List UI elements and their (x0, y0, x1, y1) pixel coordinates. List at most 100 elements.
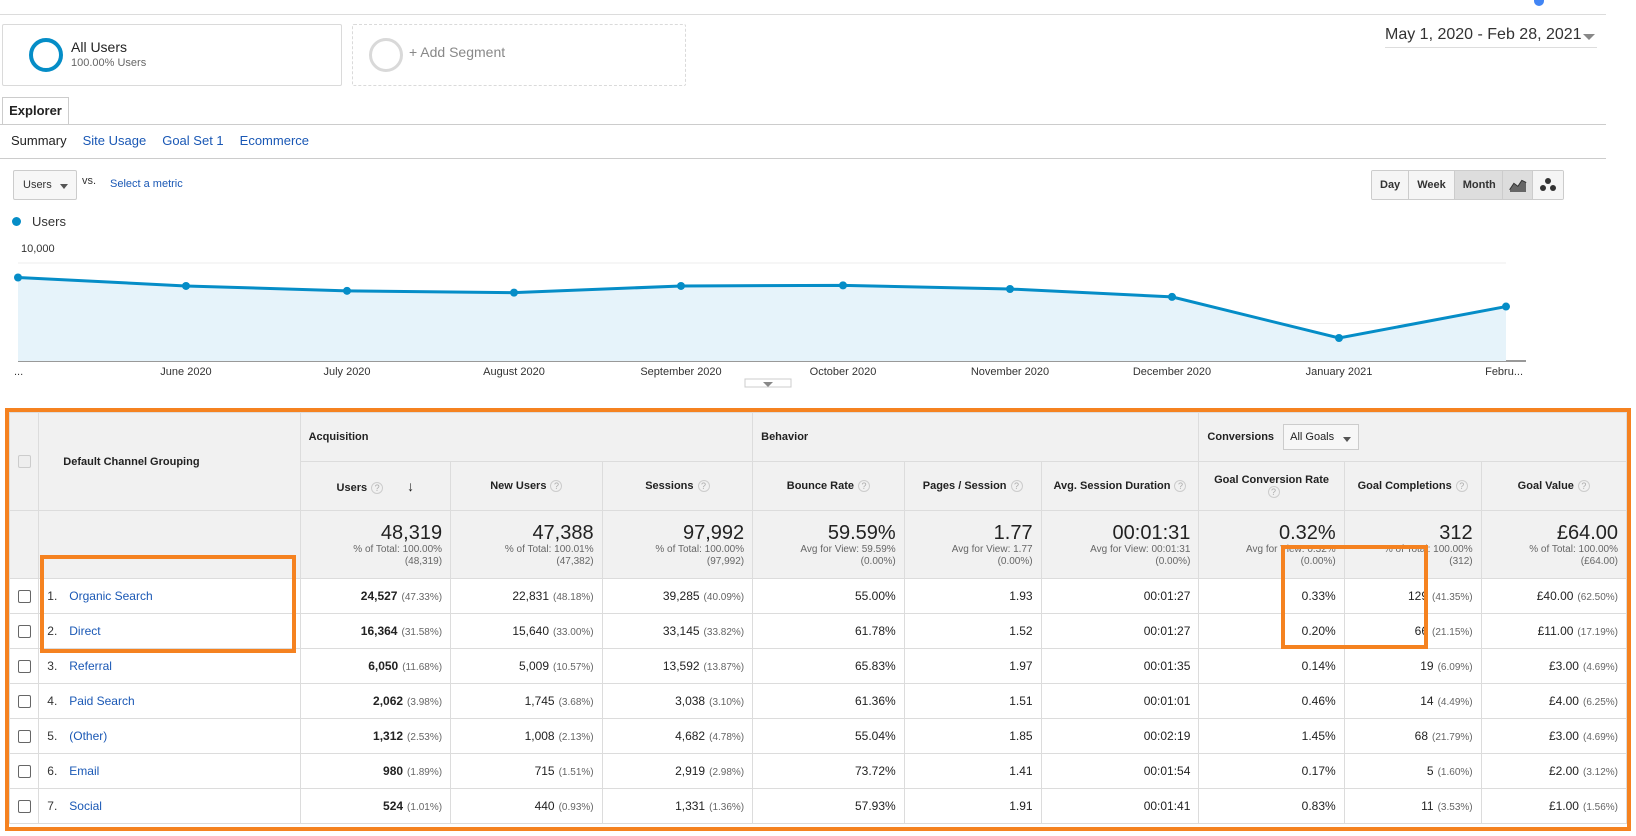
channel-link[interactable]: Referral (69, 659, 112, 673)
row-checkbox[interactable] (17, 730, 31, 744)
column-header-goal-completions[interactable]: Goal Completions? (1343, 461, 1482, 511)
cell-percent: (3.12%) (1582, 767, 1618, 778)
row-checkbox[interactable] (17, 625, 31, 639)
cell-percent: (3.98%) (407, 697, 443, 708)
cell-goal-conversion-rate: 0.20% (1198, 613, 1345, 649)
row-number: 1. (47, 589, 58, 603)
row-checkbox[interactable] (17, 765, 31, 779)
cell-value: 19 (1420, 659, 1434, 673)
row-checkbox[interactable] (17, 660, 31, 674)
cell-new-users: 15,640 (33.00%) (450, 613, 603, 649)
x-tick-label: June 2020 (160, 366, 211, 378)
help-icon[interactable]: ? (1267, 486, 1280, 499)
cell-value: 3,038 (675, 694, 706, 708)
channel-link[interactable]: Paid Search (69, 694, 135, 708)
channel-link[interactable]: Direct (69, 624, 101, 638)
cell-percent: (6.25%) (1582, 697, 1618, 708)
help-icon[interactable]: ? (1174, 480, 1187, 493)
segment-all-users[interactable]: All Users 100.00% Users (2, 24, 342, 86)
subtab-goal-set-1[interactable]: Goal Set 1 (162, 133, 224, 148)
motion-chart-icon[interactable] (1533, 171, 1563, 199)
cell-value: 57.93% (854, 799, 896, 813)
column-header-new-users[interactable]: New Users? (450, 461, 603, 511)
month-button[interactable]: Month (1454, 171, 1504, 199)
row-checkbox-cell (8, 788, 40, 824)
help-icon[interactable]: ? (1010, 480, 1023, 493)
column-header-goal-value[interactable]: Goal Value? (1480, 461, 1628, 511)
date-range-picker[interactable]: May 1, 2020 - Feb 28, 2021 (1385, 26, 1597, 48)
subtab-summary[interactable]: Summary (11, 133, 67, 148)
total-value: 48,319 (380, 521, 443, 544)
cell-percent: (1.36%) (709, 802, 745, 813)
line-chart-icon[interactable] (1503, 171, 1533, 199)
help-icon[interactable]: ? (858, 480, 871, 493)
subtab-bar: Summary Site Usage Goal Set 1 Ecommerce (11, 133, 309, 148)
select-metric-link[interactable]: Select a metric (110, 178, 183, 190)
channel-link[interactable]: Organic Search (69, 589, 153, 603)
column-header-bounce-rate[interactable]: Bounce Rate? (752, 461, 905, 511)
cell-value: 61.78% (854, 624, 896, 638)
sort-arrow-icon[interactable]: ↓ (407, 477, 415, 494)
channel-link[interactable]: Email (69, 764, 100, 778)
cell-percent: (33.00%) (553, 627, 594, 638)
help-icon[interactable] (1534, 0, 1544, 6)
day-button[interactable]: Day (1372, 171, 1410, 199)
row-checkbox[interactable] (17, 590, 31, 604)
column-header-sessions[interactable]: Sessions? (601, 461, 754, 511)
cell-bounce-rate: 57.93% (752, 788, 905, 824)
series-line-users (17, 276, 1507, 340)
row-checkbox[interactable] (17, 695, 31, 709)
cell-value: 0.83% (1301, 799, 1336, 813)
cell-avg-session-duration: 00:01:27 (1040, 613, 1200, 649)
column-header-goal-conversion-rate[interactable]: Goal Conversion Rate? (1198, 461, 1345, 511)
behavior-header: Behavior (752, 412, 1200, 462)
cell-value: £40.00 (1536, 589, 1574, 603)
cell-value: 440 (534, 799, 555, 813)
week-button[interactable]: Week (1409, 171, 1455, 199)
tab-explorer[interactable]: Explorer (2, 97, 69, 125)
cell-percent: (31.58%) (401, 627, 443, 638)
metric-dropdown[interactable]: Users (13, 170, 77, 200)
cell-goal-conversion-rate: 0.83% (1198, 788, 1345, 824)
goal-dropdown[interactable]: All Goals (1283, 424, 1360, 450)
select-all-checkbox[interactable] (17, 455, 31, 468)
subtab-site-usage[interactable]: Site Usage (82, 133, 147, 148)
cell-sessions: 13,592 (13.87%) (601, 648, 754, 684)
subtab-ecommerce[interactable]: Ecommerce (239, 133, 310, 148)
column-header-label: Bounce Rate (786, 479, 855, 492)
cell-pages-session: 1.85 (903, 718, 1042, 754)
row-checkbox[interactable] (17, 800, 31, 814)
total-sub2: (0.00%) (860, 555, 896, 567)
help-icon[interactable]: ? (550, 480, 563, 493)
column-header-pages-session[interactable]: Pages / Session? (903, 461, 1042, 511)
cell-value: 1.41 (1009, 764, 1033, 778)
table-row: 6. Email 980 (1.89%) 715 (1.51%) 2,919 (2.98%) 7… (8, 753, 1628, 789)
column-header-avg-session-duration[interactable]: Avg. Session Duration? (1040, 461, 1200, 511)
cell-value: 1.91 (1009, 799, 1033, 813)
help-icon[interactable]: ? (1455, 480, 1468, 493)
cell-goal-completions: 19 (6.09%) (1343, 648, 1482, 684)
cell-value: 55.00% (854, 589, 896, 603)
cell-value: 1,312 (373, 729, 404, 743)
column-header-label: Users (336, 481, 368, 494)
channel-link[interactable]: (Other) (69, 729, 108, 743)
total-sub1: % of Total: 100.00% (655, 543, 745, 555)
data-point (343, 286, 351, 295)
channel-link[interactable]: Social (69, 799, 102, 813)
help-icon[interactable]: ? (1577, 480, 1590, 493)
total-sub1: Avg for View: 0.32% (1246, 543, 1336, 555)
cell-percent: (4.78%) (709, 732, 745, 743)
legend-dot-icon (12, 217, 21, 226)
cell-value: 980 (383, 764, 404, 778)
add-segment-button[interactable]: + Add Segment (352, 24, 686, 86)
channel-table: Default Channel Grouping Acquisition Beh… (8, 412, 1628, 824)
cell-percent: (11.68%) (402, 662, 443, 673)
cell-percent: (4.49%) (1437, 697, 1473, 708)
help-icon[interactable]: ? (697, 480, 710, 493)
cell-avg-session-duration: 00:01:35 (1040, 648, 1200, 684)
total-sub1: % of Total: 100.00% (1383, 543, 1473, 555)
help-icon[interactable]: ? (371, 482, 384, 495)
column-header-users[interactable]: Users? ↓ (299, 461, 452, 511)
data-point (1335, 334, 1343, 343)
total-new-users: 47,388% of Total: 100.01% (47,382) (450, 510, 603, 579)
